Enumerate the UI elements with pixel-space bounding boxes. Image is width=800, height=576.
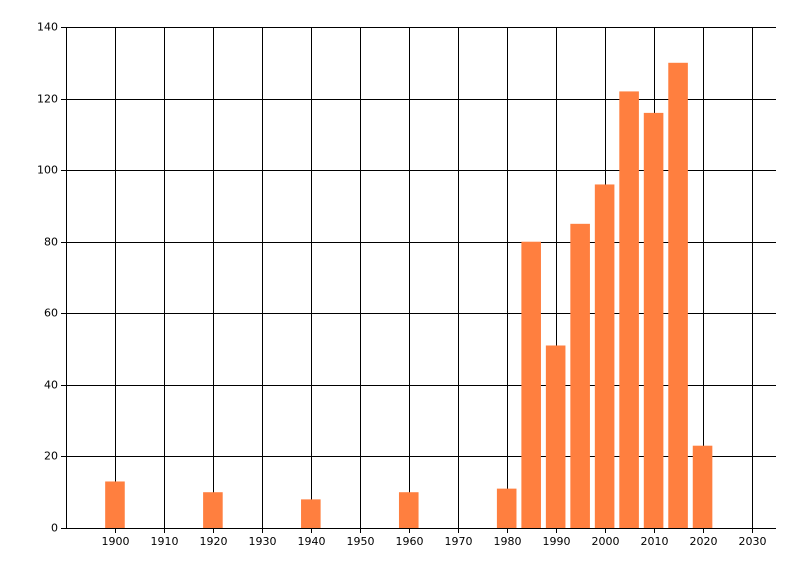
y-tick-label: 120 [37, 93, 58, 106]
y-tick-label: 0 [51, 522, 58, 535]
x-tick-label: 1960 [396, 535, 424, 548]
bar [398, 492, 419, 528]
y-tick-label: 60 [44, 307, 58, 320]
x-tick-label: 2010 [641, 535, 669, 548]
bar [692, 445, 713, 528]
y-tick-label: 20 [44, 450, 58, 463]
bar [594, 184, 615, 528]
bar [643, 112, 664, 528]
y-tick-label: 140 [37, 21, 58, 34]
x-tick-label: 1910 [151, 535, 179, 548]
x-tick-label: 2030 [739, 535, 767, 548]
bar [105, 481, 125, 528]
bar [570, 223, 590, 529]
x-tick-label: 1920 [200, 535, 228, 548]
x-tick-label: 1970 [445, 535, 473, 548]
bar [301, 499, 321, 528]
bar [521, 241, 541, 528]
x-tick-label: 1990 [543, 535, 571, 548]
x-tick-label: 2020 [690, 535, 718, 548]
x-tick-label: 1980 [494, 535, 522, 548]
bar [203, 492, 223, 528]
x-tick-label: 1940 [298, 535, 326, 548]
bar [668, 62, 688, 529]
x-tick-label: 1900 [102, 535, 130, 548]
x-tick-label: 1930 [249, 535, 277, 548]
y-tick-label: 80 [44, 236, 58, 249]
bar [496, 488, 517, 528]
x-tick-label: 2000 [592, 535, 620, 548]
y-tick-label: 40 [44, 379, 58, 392]
x-tick-label: 1950 [347, 535, 375, 548]
y-tick-label: 100 [37, 164, 58, 177]
bar [545, 345, 566, 528]
bar [619, 91, 639, 529]
